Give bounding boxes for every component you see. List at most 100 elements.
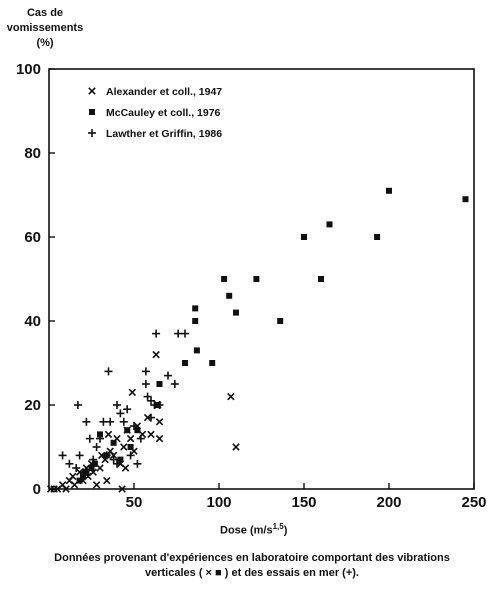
point-square (192, 318, 199, 324)
legend: Alexander et coll., 1947 McCauley et coll… (88, 86, 222, 140)
point-square (253, 276, 260, 282)
series-square (76, 187, 469, 484)
point-plus (75, 451, 84, 460)
point-x (155, 418, 164, 426)
cross-stroke (97, 451, 106, 460)
point-square (221, 276, 228, 282)
y-tick-label: 20 (24, 397, 41, 414)
point-plus (164, 371, 172, 380)
y-tick-label: 80 (24, 145, 41, 162)
point-plus (104, 367, 113, 376)
point-plus (113, 459, 121, 468)
point-plus (130, 422, 138, 430)
point-plus (106, 417, 115, 426)
point-plus (85, 434, 94, 443)
point-plus (147, 413, 155, 422)
cross-stroke (58, 481, 67, 489)
legend-label: Alexander et coll., 1947 (106, 86, 222, 98)
point-x (103, 476, 111, 485)
cross-stroke (152, 350, 160, 359)
point-x (120, 443, 128, 451)
point-square (318, 276, 324, 282)
point-plus (89, 455, 98, 464)
cross-stroke (62, 485, 70, 493)
point-square (301, 234, 307, 240)
point-x (121, 464, 130, 472)
point-plus (92, 443, 101, 451)
point-plus (58, 451, 67, 460)
point-plus (143, 392, 152, 401)
point-plus (96, 434, 104, 443)
x-axis-title-exponent: 1,5 (272, 522, 284, 531)
point-x (96, 464, 104, 472)
point-plus (141, 367, 150, 376)
cross-stroke (130, 447, 138, 455)
cross-stroke (232, 443, 240, 451)
plot-frame (48, 68, 475, 490)
cross-stroke (126, 434, 135, 443)
x-tick-label: 100 (206, 494, 231, 511)
cross-stroke (92, 481, 101, 489)
cross-stroke (69, 472, 77, 481)
figure-caption: Données provenant d'expériences en labor… (32, 551, 472, 581)
square-symbol: ■ (215, 567, 222, 579)
point-x (70, 481, 79, 489)
cross-stroke (147, 430, 155, 439)
point-x (227, 392, 235, 401)
point-x (118, 485, 126, 493)
cross-stroke (227, 392, 235, 401)
point-plus (73, 401, 82, 409)
point-plus (102, 451, 111, 460)
point-x (152, 350, 160, 359)
point-x (126, 434, 135, 443)
point-plus (99, 417, 108, 426)
cross-stroke (88, 87, 96, 95)
cross-stroke (118, 485, 126, 493)
y-tick-label: 60 (24, 229, 41, 246)
point-x (109, 451, 118, 460)
point-plus (79, 468, 87, 477)
point-square (462, 196, 469, 203)
legend-marker-x (88, 87, 96, 95)
x-tick-label: 200 (376, 494, 401, 511)
point-square (226, 292, 233, 299)
point-x (104, 430, 113, 439)
point-plus (155, 401, 164, 409)
point-square (124, 427, 131, 434)
point-square (91, 460, 98, 467)
x-tick-label: 150 (291, 494, 316, 511)
point-plus (147, 396, 155, 405)
point-x (92, 481, 101, 489)
y-axis-title: Cas de vomissements (%) (6, 6, 84, 51)
legend-marker-plus (88, 129, 96, 137)
point-x (232, 443, 240, 451)
cross-stroke (128, 388, 137, 397)
cross-stroke (120, 443, 128, 451)
point-square (110, 439, 117, 446)
point-square (80, 473, 86, 480)
point-plus (109, 455, 118, 464)
plus-symbol: + (345, 567, 353, 579)
point-square (156, 381, 163, 387)
point-plus (119, 417, 128, 426)
point-plus (65, 459, 74, 468)
point-x (147, 430, 155, 439)
cross-stroke (104, 430, 113, 439)
series-plus (58, 329, 189, 477)
cross-stroke (96, 464, 104, 472)
data-marks (46, 187, 469, 493)
point-plus (174, 329, 183, 338)
point-plus (136, 434, 145, 443)
point-x (128, 388, 137, 397)
y-tick-label: 0 (33, 481, 41, 498)
x-tick-label: 250 (461, 494, 486, 511)
point-plus (126, 451, 135, 460)
cross-stroke (70, 481, 79, 489)
point-x (62, 485, 70, 493)
cross-stroke (121, 464, 130, 472)
cross-symbol: × (205, 567, 212, 579)
point-square (134, 427, 141, 434)
x-axis-title: Dose (m/s1,5) (220, 522, 287, 537)
point-square (277, 318, 284, 324)
